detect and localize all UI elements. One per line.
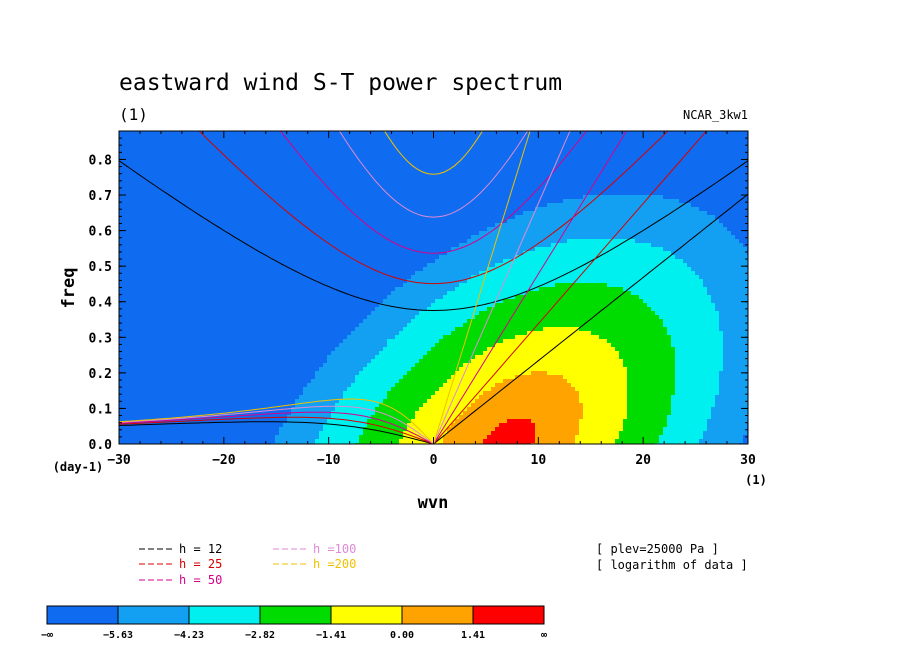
dispersion-ig-curve-3 [338,131,529,218]
y-tick-label: 0.0 [89,438,113,453]
colorbar-label: 1.41 [461,630,485,641]
colorbar-swatch [330,605,403,625]
x-tick-label: −20 [212,453,236,468]
annotation-plev: [ plev=25000 Pa ] [596,542,719,556]
legend-label: h =100 [313,542,356,556]
dispersion-kelvin-curve-2 [433,131,628,444]
annotation-log: [ logarithm of data ] [596,558,748,572]
dispersion-er-curve-1 [119,416,434,444]
colorbar-label: −1.41 [316,630,346,641]
axes: −30 −20 −10 0 10 20 30 0.0 0.1 0.2 0.3 0.4 0.5 0.6 0.7… [89,131,756,468]
x-tick-label: 0 [430,453,438,468]
colorbar-swatch [401,605,474,625]
y-tick-label: 0.6 [89,225,113,240]
y-tick-label: 0.2 [89,367,112,382]
x-axis-label: wvn [418,493,449,513]
dispersion-curves [119,131,748,444]
colorbar-swatch [188,605,261,625]
chart-subtitle-left: (1) [119,105,148,124]
y-tick-label: 0.4 [89,296,113,311]
legend-label: h = 50 [179,573,222,587]
power-spectrum-shading [119,131,748,444]
dispersion-er-curve-4 [119,398,434,444]
y-tick-label: 0.7 [89,189,112,204]
colorbar-swatch [472,605,545,625]
dispersion-ig-curve-1 [198,131,669,285]
colorbar-label: −∞ [41,630,53,641]
y-tick-label: 0.5 [89,260,112,275]
legend-label: h = 12 [179,542,222,556]
dispersion-er-curve-2 [119,411,434,444]
colorbar: −∞ −5.63 −4.23 −2.82 −1.41 0.00 1.41 ∞ [41,605,547,641]
colorbar-label: −2.82 [245,630,275,641]
dispersion-kelvin-curve-4 [433,131,531,444]
dispersion-er-curve-0 [119,421,434,444]
x-tick-label: 10 [531,453,547,468]
x-tick-label: −10 [317,453,341,468]
x-axis-unit: (1) [745,473,767,487]
dispersion-ig-curve-4 [384,131,483,175]
y-tick-label: 0.8 [89,153,113,168]
x-tick-label: −30 [107,453,131,468]
colorbar-label: −4.23 [174,630,204,641]
chart-subtitle-right: NCAR_3kw1 [683,108,748,122]
x-tick-label: 30 [740,453,756,468]
legend-label: h = 25 [179,557,222,571]
y-axis-unit: (day-1) [53,460,104,474]
colorbar-swatch [46,605,119,625]
dispersion-er-curve-3 [119,405,434,444]
dispersion-kelvin-curve-3 [433,131,571,444]
legend-label: h =200 [313,557,356,571]
y-tick-label: 0.3 [89,331,112,346]
colorbar-swatch [117,605,190,625]
chart-title: eastward wind S-T power spectrum [119,70,562,96]
colorbar-swatch [259,605,332,625]
y-axis-label: freq [59,268,79,309]
dispersion-ig-curve-0 [119,160,748,312]
x-tick-label: 20 [635,453,651,468]
dispersion-kelvin-curve-0 [433,193,748,444]
colorbar-label: −5.63 [103,630,133,641]
colorbar-label: ∞ [541,630,547,641]
y-tick-label: 0.1 [89,402,113,417]
colorbar-label: 0.00 [390,630,414,641]
dispersion-ig-curve-2 [279,131,588,254]
dispersion-kelvin-curve-1 [433,131,708,444]
